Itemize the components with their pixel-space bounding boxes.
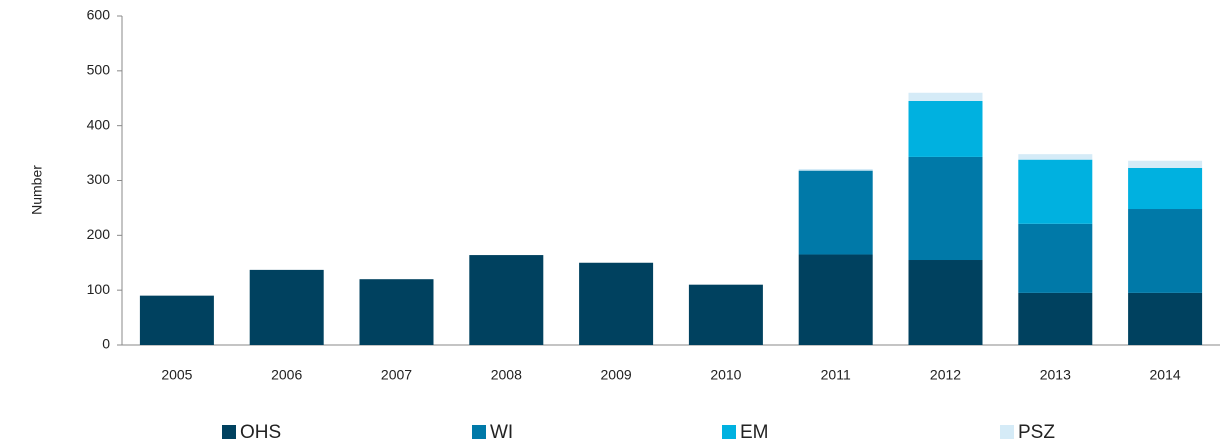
bar-segment xyxy=(688,284,763,345)
legend-swatch xyxy=(722,425,736,439)
x-tick-label: 2012 xyxy=(930,367,961,383)
x-tick-label: 2013 xyxy=(1040,367,1071,383)
bar-segment xyxy=(1128,209,1203,293)
x-tick-label: 2011 xyxy=(821,367,851,383)
y-tick-label: 400 xyxy=(87,116,111,132)
y-tick-label: 500 xyxy=(87,62,111,78)
bar-segment xyxy=(139,295,214,345)
legend-label: EM xyxy=(740,422,769,443)
y-tick-label: 200 xyxy=(87,226,111,242)
bar-segment xyxy=(908,260,983,345)
bar-segment xyxy=(798,168,873,171)
bar-segment xyxy=(1018,154,1093,160)
y-axis-label: Number xyxy=(29,165,45,215)
bar-segment xyxy=(1018,292,1093,345)
legend-label: PSZ xyxy=(1018,422,1055,443)
bar-segment xyxy=(908,100,983,157)
bar-segment xyxy=(908,156,983,261)
y-tick-label: 100 xyxy=(87,281,111,297)
x-tick-label: 2009 xyxy=(601,367,632,383)
x-tick-label: 2007 xyxy=(381,367,412,383)
y-tick-label: 0 xyxy=(102,336,110,352)
bar-segment xyxy=(798,254,873,345)
legend-label: OHS xyxy=(240,422,281,443)
bar-segment xyxy=(1018,159,1093,224)
bar-segment xyxy=(1018,223,1093,293)
y-tick-label: 300 xyxy=(87,171,111,187)
legend-label: WI xyxy=(490,422,513,443)
legend-swatch xyxy=(472,425,486,439)
bar-segment xyxy=(1128,160,1203,168)
x-tick-label: 2005 xyxy=(161,367,192,383)
bar-segment xyxy=(1128,292,1203,345)
bar-segment xyxy=(579,262,654,345)
legend-swatch xyxy=(222,425,236,439)
y-tick-label: 600 xyxy=(87,7,111,23)
bar-segment xyxy=(1128,167,1203,210)
bar-segment xyxy=(908,92,983,101)
bar-segment xyxy=(249,269,324,345)
x-tick-label: 2008 xyxy=(491,367,522,383)
bar-segment xyxy=(359,279,434,345)
legend-swatch xyxy=(1000,425,1014,439)
x-tick-label: 2006 xyxy=(271,367,302,383)
bar-segment xyxy=(469,255,544,345)
bar-segment xyxy=(798,170,873,255)
x-tick-label: 2010 xyxy=(710,367,741,383)
x-tick-label: 2014 xyxy=(1150,367,1181,383)
